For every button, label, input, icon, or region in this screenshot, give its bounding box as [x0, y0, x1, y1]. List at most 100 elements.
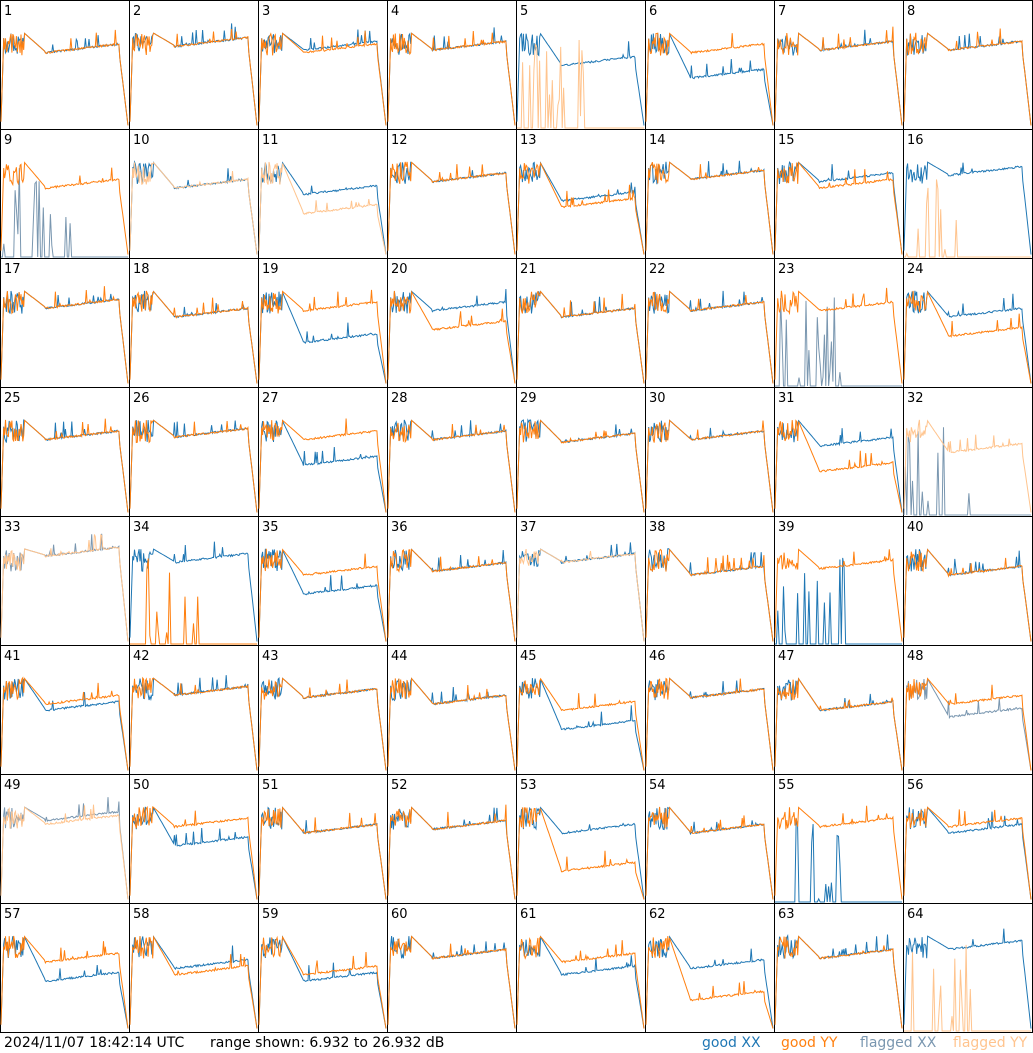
- panel-frame: [516, 129, 646, 259]
- series-xx-good: [129, 541, 258, 642]
- panel-label: 18: [133, 262, 150, 277]
- panel-47: 47: [774, 645, 904, 775]
- panel-label: 17: [4, 262, 21, 277]
- series-yy-good: [0, 161, 129, 255]
- series-yy-good: [645, 806, 774, 900]
- series-yy-good: [516, 807, 645, 900]
- panel-53: 53: [516, 774, 646, 904]
- panel-frame: [258, 903, 388, 1033]
- panel-label: 7: [778, 4, 786, 19]
- panel-19: 19: [258, 258, 388, 388]
- series-xx-good: [0, 678, 129, 771]
- panel-23: 23: [774, 258, 904, 388]
- panel-frame: [516, 258, 646, 388]
- panel-29: 29: [516, 387, 646, 517]
- panel-37: 37: [516, 516, 646, 646]
- series-yy-good: [387, 935, 516, 1029]
- series-yy-good: [0, 676, 129, 771]
- panel-frame: [387, 516, 517, 646]
- timestamp: 2024/11/07 18:42:14 UTC: [4, 1035, 185, 1051]
- panel-frame: [258, 645, 388, 775]
- panel-frame: [0, 645, 130, 775]
- series-yy-good: [774, 548, 903, 642]
- panel-label: 8: [907, 4, 915, 19]
- panel-frame: [903, 0, 1033, 130]
- panel-label: 48: [907, 649, 924, 664]
- panel-frame: [0, 0, 130, 130]
- series-yy-good: [774, 419, 903, 513]
- series-yy-good: [129, 290, 258, 384]
- series-yy-good: [645, 936, 774, 1029]
- panel-2: 2: [129, 0, 259, 130]
- series-xx-good: [258, 291, 387, 384]
- panel-label: 37: [520, 520, 537, 535]
- panel-frame: [774, 258, 904, 388]
- panel-label: 51: [262, 778, 279, 793]
- series-yy-good: [645, 161, 774, 255]
- panel-20: 20: [387, 258, 517, 388]
- series-yy-flagged: [129, 161, 258, 255]
- panel-frame: [387, 645, 517, 775]
- legend-good-yy: good YY: [781, 1035, 838, 1051]
- panel-27: 27: [258, 387, 388, 517]
- panel-30: 30: [645, 387, 775, 517]
- panel-17: 17: [0, 258, 130, 388]
- panel-label: 22: [649, 262, 666, 277]
- panel-label: 33: [4, 520, 21, 535]
- panel-32: 32: [903, 387, 1033, 517]
- panel-5: 5: [516, 0, 646, 130]
- panel-frame: [645, 258, 775, 388]
- series-yy-good: [130, 558, 257, 645]
- series-yy-good: [0, 935, 129, 1029]
- panel-38: 38: [645, 516, 775, 646]
- series-yy-good: [129, 935, 258, 1029]
- series-yy-good: [258, 806, 387, 900]
- panel-3: 3: [258, 0, 388, 130]
- series-yy-good: [129, 676, 258, 771]
- series-yy-flagged: [904, 944, 1031, 1032]
- panel-8: 8: [903, 0, 1033, 130]
- panel-frame: [774, 387, 904, 517]
- panel-label: 58: [133, 907, 150, 922]
- panel-26: 26: [129, 387, 259, 517]
- series-yy-good: [387, 804, 516, 900]
- panel-45: 45: [516, 645, 646, 775]
- panel-label: 61: [520, 907, 537, 922]
- series-yy-good: [903, 548, 1032, 642]
- series-yy-good: [258, 289, 387, 384]
- series-xx-good: [258, 676, 387, 771]
- panel-label: 13: [520, 133, 537, 148]
- series-yy-good: [774, 161, 903, 255]
- panel-28: 28: [387, 387, 517, 517]
- series-yy-good: [258, 418, 387, 513]
- series-xx-good: [774, 419, 903, 513]
- series-xx-good: [516, 32, 645, 126]
- series-xx-good: [516, 935, 645, 1029]
- panel-57: 57: [0, 903, 130, 1033]
- panel-label: 64: [907, 907, 924, 922]
- series-yy-good: [516, 935, 645, 1029]
- panel-frame: [645, 129, 775, 259]
- panel-frame: [645, 0, 775, 130]
- panel-frame: [0, 258, 130, 388]
- panel-label: 43: [262, 649, 279, 664]
- panel-frame: [387, 129, 517, 259]
- series-yy-good: [774, 26, 903, 126]
- panel-frame: [774, 903, 904, 1033]
- panel-36: 36: [387, 516, 517, 646]
- series-yy-flagged: [517, 39, 644, 129]
- panel-25: 25: [0, 387, 130, 517]
- series-yy-good: [774, 287, 903, 384]
- panel-31: 31: [774, 387, 904, 517]
- panel-9: 9: [0, 129, 130, 259]
- panel-42: 42: [129, 645, 259, 775]
- panel-label: 19: [262, 262, 279, 277]
- panel-16: 16: [903, 129, 1033, 259]
- panel-frame: [129, 129, 259, 259]
- panel-frame: [387, 903, 517, 1033]
- panel-22: 22: [645, 258, 775, 388]
- series-yy-good: [516, 290, 645, 384]
- panel-label: 32: [907, 391, 924, 406]
- panel-label: 23: [778, 262, 795, 277]
- series-yy-good: [0, 286, 129, 384]
